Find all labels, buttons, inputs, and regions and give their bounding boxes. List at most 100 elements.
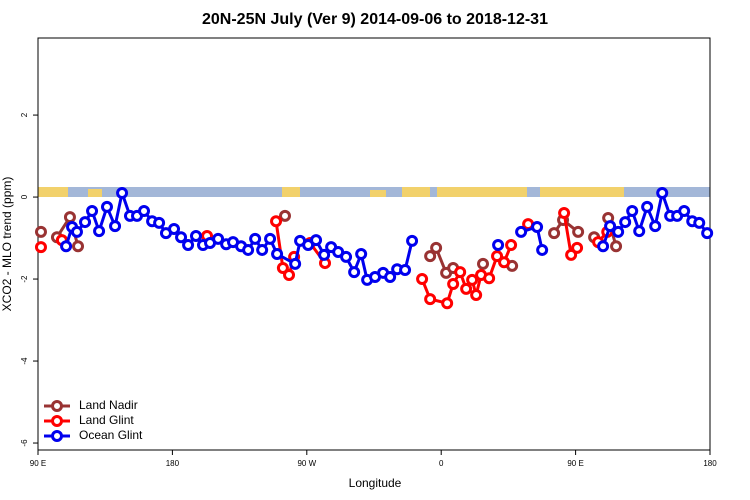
point xyxy=(454,266,467,279)
point xyxy=(310,234,323,247)
point xyxy=(430,241,443,254)
x-tick-label: 90 E xyxy=(30,459,46,468)
point xyxy=(470,289,483,302)
point xyxy=(498,256,511,269)
y-tick-label: 0 xyxy=(20,194,29,199)
point xyxy=(483,272,496,285)
point xyxy=(619,216,632,229)
y-axis-label: XCO2 - MLO trend (ppm) xyxy=(0,177,14,312)
point xyxy=(531,220,544,233)
point xyxy=(249,232,262,245)
point xyxy=(318,248,331,261)
legend-marker xyxy=(51,430,63,442)
point xyxy=(612,225,625,238)
x-tick-label: 180 xyxy=(703,459,717,468)
point xyxy=(604,220,617,233)
point xyxy=(256,243,269,256)
point xyxy=(168,223,181,236)
point xyxy=(109,220,122,233)
point xyxy=(189,230,202,243)
point xyxy=(424,250,437,263)
legend-label: Land Glint xyxy=(79,413,134,427)
point xyxy=(693,216,706,229)
y-tick-label: 2 xyxy=(20,112,29,117)
x-tick-label: 90 E xyxy=(567,459,583,468)
land-patch xyxy=(88,189,102,197)
land-patch xyxy=(437,187,527,197)
point xyxy=(116,186,129,199)
x-tick-label: 90 W xyxy=(297,459,316,468)
point xyxy=(441,297,454,310)
point xyxy=(100,200,113,213)
point xyxy=(384,271,397,284)
point xyxy=(270,215,283,228)
plot-frame xyxy=(37,37,711,451)
point xyxy=(641,200,654,213)
y-tick-label: -4 xyxy=(20,357,29,365)
point xyxy=(460,282,473,295)
x-tick-label: 180 xyxy=(166,459,180,468)
point xyxy=(348,266,361,279)
point xyxy=(610,240,623,253)
point xyxy=(649,220,662,233)
point xyxy=(477,257,490,270)
point xyxy=(93,225,106,238)
point xyxy=(515,225,528,238)
point xyxy=(399,264,412,277)
land-patch xyxy=(370,190,386,197)
point xyxy=(626,204,639,217)
land-patch xyxy=(282,187,300,197)
y-tick-label: -2 xyxy=(20,275,29,283)
map-strip xyxy=(38,187,710,197)
point xyxy=(242,243,255,256)
point xyxy=(597,240,610,253)
point xyxy=(678,204,691,217)
land-patch xyxy=(402,187,430,197)
point xyxy=(72,240,85,253)
legend-marker xyxy=(51,415,63,427)
point xyxy=(212,232,225,245)
point xyxy=(153,216,166,229)
point xyxy=(633,225,646,238)
point xyxy=(565,248,578,261)
point xyxy=(340,250,353,263)
point xyxy=(491,250,504,263)
x-tick-label: 0 xyxy=(439,459,444,468)
point xyxy=(701,227,714,240)
point xyxy=(492,239,505,252)
point xyxy=(34,225,47,238)
point xyxy=(182,239,195,252)
point xyxy=(60,240,73,253)
point xyxy=(416,273,429,286)
legend-label: Land Nadir xyxy=(79,398,138,412)
y-tick-label: -6 xyxy=(20,439,29,447)
point xyxy=(175,231,188,244)
point xyxy=(355,248,368,261)
point xyxy=(271,248,284,261)
chart-title: 20N-25N July (Ver 9) 2014-09-06 to 2018-… xyxy=(202,11,548,28)
point xyxy=(505,239,518,252)
point xyxy=(466,273,479,286)
point xyxy=(138,204,151,217)
point xyxy=(70,225,83,238)
point xyxy=(447,277,460,290)
legend-label: Ocean Glint xyxy=(79,428,143,442)
point xyxy=(79,216,92,229)
point xyxy=(536,243,549,256)
point xyxy=(424,293,437,306)
point xyxy=(34,241,47,254)
x-axis-label: Longitude xyxy=(349,476,402,490)
point xyxy=(63,211,76,224)
land-patch xyxy=(38,187,68,197)
point xyxy=(572,225,585,238)
point xyxy=(278,209,291,222)
point xyxy=(571,241,584,254)
point xyxy=(86,204,99,217)
point xyxy=(548,227,561,240)
point xyxy=(289,257,302,270)
point xyxy=(656,186,669,199)
land-patch xyxy=(540,187,624,197)
point xyxy=(558,207,571,220)
